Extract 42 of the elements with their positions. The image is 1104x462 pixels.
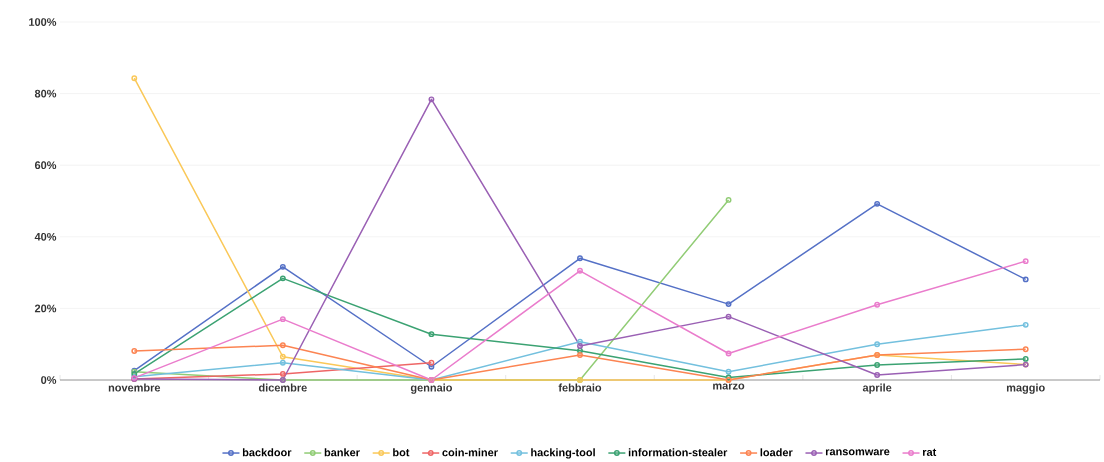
x-tick-label: aprile	[862, 383, 892, 394]
point	[279, 359, 286, 366]
point	[874, 341, 881, 348]
point	[577, 267, 583, 274]
legend-label: information-stealer	[628, 448, 728, 457]
legend-label: bot	[393, 448, 410, 457]
x-tick-label: dicembre	[258, 383, 307, 392]
point	[279, 370, 286, 377]
point	[874, 362, 881, 368]
legend-label: coin-miner	[442, 448, 498, 457]
x-tick-label: febbraio	[558, 383, 602, 392]
legend-label: rat	[922, 448, 937, 456]
point	[279, 316, 286, 323]
point	[279, 353, 286, 360]
point	[577, 343, 583, 349]
point	[725, 368, 732, 375]
legend-label: ransomware	[825, 449, 890, 456]
y-tick-label: 60%	[34, 161, 57, 170]
y-tick-label: 0%	[41, 376, 57, 384]
x-tick-label: novembre	[108, 383, 161, 392]
y-tick-label: 100%	[29, 18, 57, 26]
point	[279, 263, 286, 270]
point	[874, 372, 881, 378]
point	[428, 331, 435, 338]
y-tick-label: 40%	[34, 232, 57, 241]
x-tick-label: gennaio	[410, 383, 452, 394]
point	[577, 351, 583, 358]
legend-label: hacking-tool	[531, 448, 595, 459]
point	[279, 342, 286, 349]
y-tick-label: 80%	[34, 89, 57, 98]
x-tick-label: maggio	[1006, 383, 1045, 394]
y-tick-label: 20%	[34, 304, 57, 313]
point	[428, 96, 435, 103]
point	[874, 200, 881, 207]
point	[725, 301, 732, 308]
point	[577, 255, 583, 262]
legend-label: loader	[760, 448, 793, 457]
point	[874, 301, 881, 308]
legend-label: backdoor	[242, 448, 292, 457]
point	[279, 275, 286, 282]
x-tick-label: marzo	[713, 383, 745, 390]
legend-label: banker	[324, 448, 360, 457]
